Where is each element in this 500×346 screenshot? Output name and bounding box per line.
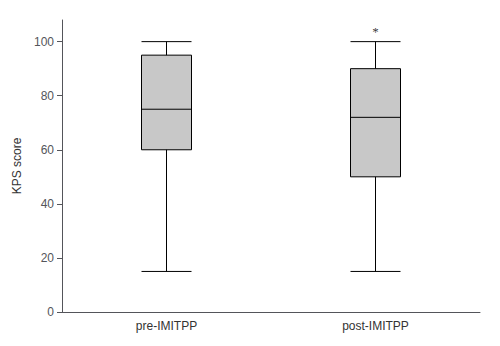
svg-text:*: * [372, 24, 379, 39]
svg-text:40: 40 [41, 197, 55, 211]
svg-text:20: 20 [41, 251, 55, 265]
svg-text:KPS score: KPS score [10, 137, 24, 194]
svg-text:60: 60 [41, 143, 55, 157]
svg-text:pre-IMITPP: pre-IMITPP [136, 319, 197, 333]
svg-text:80: 80 [41, 89, 55, 103]
svg-text:100: 100 [34, 35, 54, 49]
svg-text:post-IMITPP: post-IMITPP [342, 319, 409, 333]
svg-text:0: 0 [47, 305, 54, 319]
